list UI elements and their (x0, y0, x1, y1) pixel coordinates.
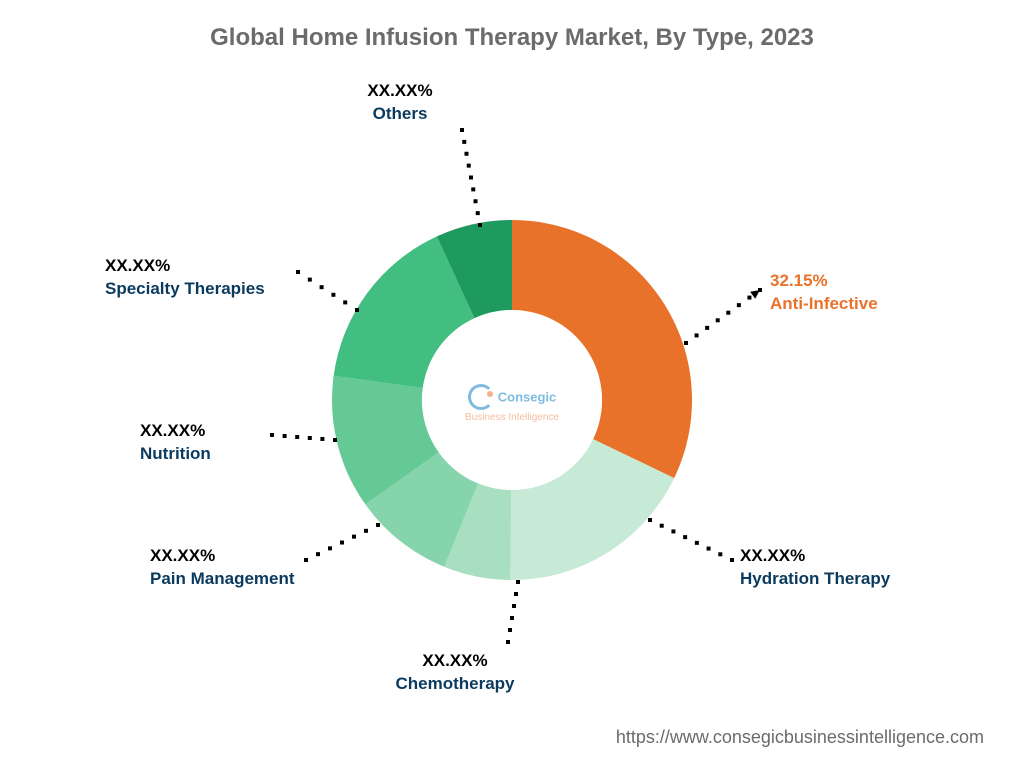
slice-pct: XX.XX% (367, 80, 432, 103)
slice-pct: XX.XX% (150, 545, 295, 568)
slice-label-anti_infective: 32.15%Anti-Infective (770, 270, 878, 316)
logo-brand: Consegic (498, 390, 557, 405)
slice-name: Anti-Infective (770, 293, 878, 316)
slice-label-chemotherapy: XX.XX%Chemotherapy (395, 650, 514, 696)
slice-name: Others (367, 103, 432, 126)
slice-name: Specialty Therapies (105, 278, 265, 301)
slice-label-pain_management: XX.XX%Pain Management (150, 545, 295, 591)
slice-label-specialty_therapies: XX.XX%Specialty Therapies (105, 255, 265, 301)
slice-name: Nutrition (140, 443, 211, 466)
footer-url: https://www.consegicbusinessintelligence… (616, 727, 984, 748)
slice-label-others: XX.XX%Others (367, 80, 432, 126)
slice-label-hydration_therapy: XX.XX%Hydration Therapy (740, 545, 890, 591)
logo-sub: Business Intelligence (442, 412, 582, 423)
slice-label-nutrition: XX.XX%Nutrition (140, 420, 211, 466)
slice-pct: 32.15% (770, 270, 878, 293)
slice-pct: XX.XX% (395, 650, 514, 673)
slice-name: Chemotherapy (395, 673, 514, 696)
logo-icon (468, 384, 494, 410)
slice-name: Hydration Therapy (740, 568, 890, 591)
slice-pct: XX.XX% (105, 255, 265, 278)
center-logo: Consegic Business Intelligence (442, 384, 582, 423)
slice-pct: XX.XX% (740, 545, 890, 568)
slice-pct: XX.XX% (140, 420, 211, 443)
slice-name: Pain Management (150, 568, 295, 591)
donut-chart: 32.15%Anti-InfectiveXX.XX%Hydration Ther… (0, 0, 1024, 768)
